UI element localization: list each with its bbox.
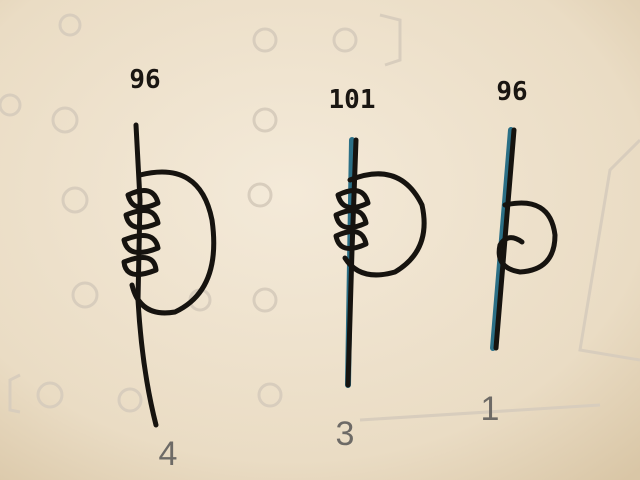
knot-3 xyxy=(490,127,558,351)
bottom-label: 1 xyxy=(481,390,500,428)
bottom-label: 4 xyxy=(159,435,178,473)
top-label: 96 xyxy=(129,65,160,95)
background-marks xyxy=(0,13,640,422)
top-label: 96 xyxy=(496,77,527,107)
knot-2 xyxy=(333,137,427,388)
knot-1 xyxy=(121,122,217,428)
bottom-label: 3 xyxy=(336,415,355,453)
top-label: 101 xyxy=(329,85,376,115)
